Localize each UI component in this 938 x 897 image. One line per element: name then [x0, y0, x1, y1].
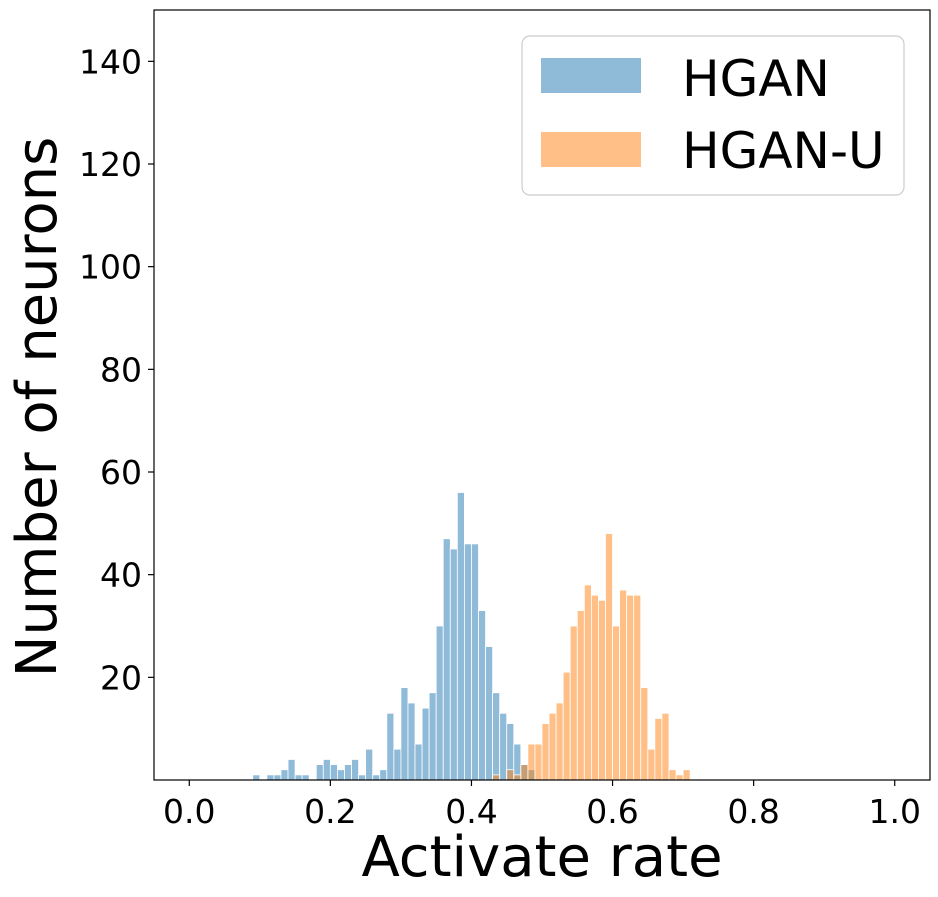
legend: HGAN HGAN-U	[521, 35, 905, 196]
histogram-bar	[287, 759, 296, 781]
histogram-bar	[647, 748, 656, 781]
histogram-bar	[273, 774, 282, 781]
histogram-bar	[407, 702, 416, 781]
histogram-bar	[351, 759, 359, 781]
x-axis-title: Activate rate	[361, 825, 722, 890]
histogram-bar	[506, 769, 515, 781]
legend-swatch-hgan	[541, 58, 641, 93]
histogram-bar	[449, 548, 458, 781]
y-axis-title: Number of neurons	[5, 137, 70, 678]
y-tick-label: 100	[79, 248, 142, 287]
legend-label-hgan: HGAN	[682, 50, 830, 108]
histogram-bar	[478, 610, 486, 781]
histogram-bar	[344, 764, 352, 781]
histogram-bar	[682, 769, 691, 781]
y-tick-label: 120	[79, 145, 142, 184]
histogram-bar	[365, 748, 374, 781]
histogram-bar	[661, 712, 670, 781]
x-tick-label: 0.2	[304, 792, 356, 831]
legend-swatch-hgan-u	[541, 132, 641, 167]
histogram-bar	[393, 748, 402, 781]
histogram-bar	[534, 743, 543, 781]
histogram-bar	[442, 538, 451, 781]
histogram-bar	[633, 594, 642, 781]
y-tick-label: 40	[100, 556, 142, 595]
histogram-bar	[266, 774, 275, 781]
histogram-bar	[527, 743, 536, 781]
x-tick-label: 0.4	[445, 792, 497, 831]
histogram-bar	[605, 533, 613, 781]
histogram-bar	[372, 774, 381, 781]
histogram-bar	[640, 687, 649, 781]
histogram-bar	[612, 625, 620, 781]
y-tick-label: 80	[100, 350, 142, 389]
histogram-bar	[626, 594, 635, 781]
histogram-bar	[294, 774, 303, 781]
histogram-bar	[541, 723, 550, 781]
x-tick-label: 0.6	[586, 792, 638, 831]
histogram-bar	[590, 594, 599, 781]
plot-frame	[153, 9, 931, 781]
histogram-bar	[379, 769, 388, 781]
histogram-bar	[280, 769, 289, 781]
histogram-bar	[400, 687, 409, 781]
histogram-bar	[492, 692, 501, 781]
histogram-bar	[576, 610, 585, 781]
histogram-bar	[322, 759, 331, 781]
series-hgan-u	[492, 533, 691, 781]
histogram-bar	[485, 646, 494, 781]
y-tick-label: 20	[100, 658, 142, 697]
histogram-bar	[386, 712, 395, 781]
histogram-bar	[301, 774, 310, 781]
histogram-bar	[562, 671, 571, 781]
bars-layer	[252, 492, 691, 781]
histogram-bar	[435, 625, 444, 781]
x-tick-label: 0.0	[163, 792, 215, 831]
x-tick-label: 1.0	[868, 792, 920, 831]
histogram-bar	[337, 769, 345, 781]
histogram-bar	[315, 764, 324, 781]
histogram-bar	[492, 774, 501, 781]
x-axis-ticks: 0.0 0.2 0.4 0.6 0.8 1.0	[163, 780, 921, 831]
y-tick-label: 60	[100, 453, 142, 492]
histogram-bar	[428, 692, 437, 781]
histogram-bar	[252, 774, 261, 781]
histogram-bar	[583, 584, 592, 781]
histogram-bar	[668, 769, 677, 781]
histogram-bar	[569, 625, 578, 781]
histogram-bar	[329, 764, 338, 781]
histogram-bar	[675, 774, 684, 781]
histogram-bar	[598, 599, 606, 781]
histogram-bar	[463, 543, 472, 781]
histogram-bar	[358, 774, 367, 781]
histogram-bar	[555, 702, 564, 781]
histogram-bar	[414, 743, 423, 781]
legend-label-hgan-u: HGAN-U	[682, 122, 885, 180]
y-axis-ticks: 20 40 60 80 100 120 140	[79, 42, 154, 697]
x-tick-label: 0.8	[727, 792, 779, 831]
histogram-bar	[654, 718, 663, 781]
histogram-bar	[520, 764, 529, 781]
histogram-bar	[456, 492, 465, 781]
histogram-bar	[548, 712, 557, 781]
histogram-bar	[471, 543, 479, 781]
histogram-bar	[421, 707, 430, 781]
histogram-bar	[499, 712, 508, 781]
histogram-bar	[619, 589, 628, 781]
histogram-bar	[513, 774, 522, 781]
y-tick-label: 140	[79, 42, 142, 81]
